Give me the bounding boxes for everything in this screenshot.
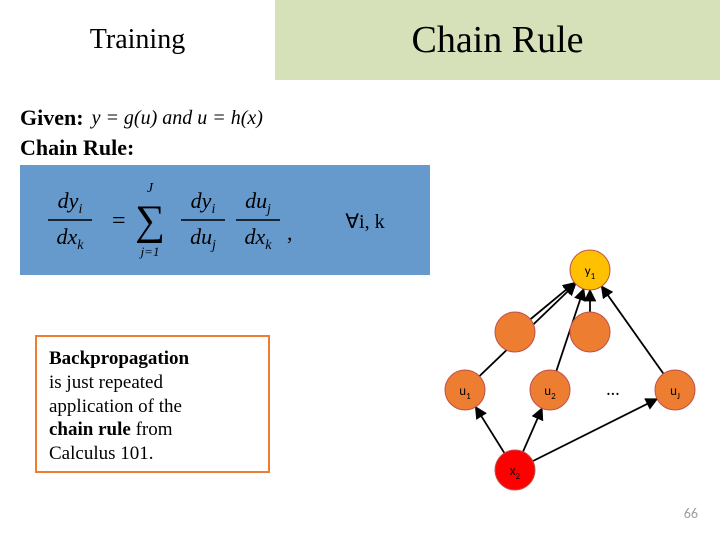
given-expression: y = g(u) and u = h(x) [92,107,263,130]
given-label: Given: [20,105,84,131]
svg-text:=: = [112,208,126,234]
header-section-label: Training [0,0,275,80]
page-number: 66 [684,505,698,522]
svg-text:duj: duj [190,224,216,253]
svg-text:dxk: dxk [245,224,273,253]
svg-text:J: J [147,181,154,196]
given-block: Given: y = g(u) and u = h(x) Chain Rule: [20,105,430,161]
chain-rule-label: Chain Rule: [20,135,430,161]
chain-rule-word: chain rule [49,419,131,440]
svg-text:j=1: j=1 [139,244,160,259]
svg-text:∀i, k: ∀i, k [345,211,384,233]
chain-rule-formula-box: dyi dxk = J ∑ j=1 dyi duj duj dxk , ∀i, … [20,165,430,275]
network-diagram: y1u1u2uJ…x2 [405,240,705,495]
slide-header: Training Chain Rule [0,0,720,80]
backprop-text: Calculus 101. [49,443,154,464]
svg-text:,: , [287,220,293,245]
svg-text:∑: ∑ [135,198,165,244]
svg-text:duj: duj [245,188,271,217]
svg-text:dyi: dyi [58,188,83,217]
chain-rule-formula: dyi dxk = J ∑ j=1 dyi duj duj dxk , ∀i, … [20,165,430,275]
diagram-group: y1u1u2uJ…x2 [445,250,695,490]
svg-text:dyi: dyi [191,188,216,217]
backprop-callout: Backpropagation is just repeated applica… [35,335,270,473]
backprop-word: Backpropagation [49,348,189,369]
backprop-text: is just repeated [49,372,163,393]
backprop-text: application of the [49,396,182,417]
svg-text:…: … [607,378,619,400]
svg-text:dxk: dxk [57,224,85,253]
header-title: Chain Rule [275,0,720,80]
